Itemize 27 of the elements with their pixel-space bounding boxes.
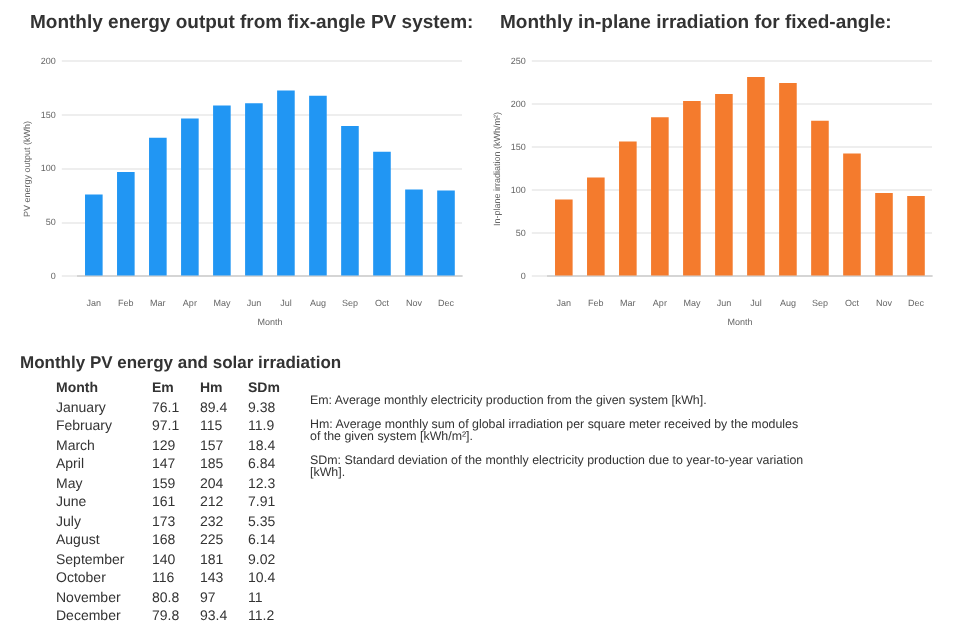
bar (587, 177, 605, 276)
chart-title: Monthly in-plane irradiation for fixed-angle: (500, 12, 894, 34)
bar (277, 90, 295, 276)
bar (405, 189, 423, 276)
bar (341, 125, 359, 276)
bar (117, 172, 135, 276)
text: Monthly PV energy and solar irradiation (20, 352, 344, 372)
bar (213, 105, 231, 276)
bar (747, 76, 765, 276)
bar (651, 117, 669, 276)
chart-title: Monthly energy output from fix-angle PV system: (30, 12, 474, 34)
bar (779, 82, 797, 276)
bar (309, 95, 327, 276)
bar (715, 94, 733, 276)
bar (181, 118, 199, 276)
bar (149, 137, 167, 276)
bar (245, 103, 263, 276)
bar (555, 199, 573, 276)
bar (683, 100, 701, 276)
bar (619, 141, 637, 276)
bar (907, 196, 925, 276)
bar (875, 192, 893, 276)
bar (843, 153, 861, 276)
bar (811, 120, 829, 276)
bar (85, 194, 103, 276)
bar (437, 190, 455, 276)
bar (373, 151, 391, 276)
